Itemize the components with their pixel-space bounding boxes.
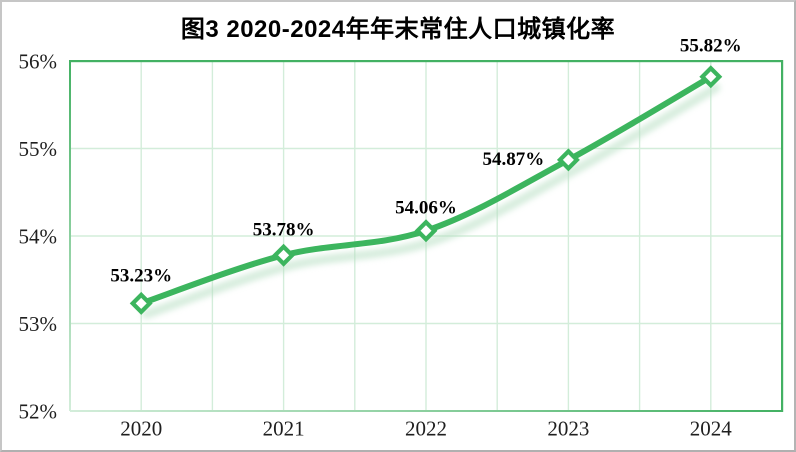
- data-point-label: 54.87%: [483, 149, 545, 170]
- data-point-label: 53.23%: [110, 265, 172, 286]
- x-tick-label: 2023: [547, 417, 589, 441]
- line-shadow: [141, 83, 721, 319]
- data-point-label: 53.78%: [253, 219, 315, 240]
- x-axis: 2020 2021 2022 2023 2024: [120, 417, 732, 441]
- data-point-marker: [414, 219, 438, 243]
- point-labels: 53.23% 53.78% 54.06% 54.87% 55.82%: [110, 35, 741, 286]
- plot-border-top: [69, 60, 783, 63]
- y-tick-label: 52%: [19, 400, 58, 424]
- y-tick-label: 55%: [19, 137, 58, 161]
- y-tick-label: 56%: [19, 50, 58, 74]
- data-point-marker: [129, 291, 153, 315]
- chart-title: 图3 2020-2024年年末常住人口城镇化率: [180, 16, 616, 43]
- x-tick-label: 2022: [405, 417, 447, 441]
- x-tick-label: 2024: [690, 417, 733, 441]
- data-point-label: 54.06%: [395, 197, 457, 218]
- data-point-label: 55.82%: [680, 35, 742, 56]
- y-tick-label: 54%: [19, 225, 58, 249]
- markers: [129, 65, 723, 315]
- x-tick-label: 2021: [263, 417, 305, 441]
- plot-border-right: [781, 60, 784, 412]
- plot-border-bottom: [70, 410, 781, 412]
- data-point-marker: [556, 148, 580, 172]
- y-tick-label: 53%: [19, 312, 58, 336]
- plot-border: [69, 60, 784, 412]
- x-tick-label: 2020: [120, 417, 162, 441]
- plot-border-left: [69, 61, 71, 411]
- data-point-marker: [699, 65, 723, 89]
- y-axis: 52% 53% 54% 55% 56%: [19, 50, 58, 424]
- data-point-marker: [272, 243, 296, 267]
